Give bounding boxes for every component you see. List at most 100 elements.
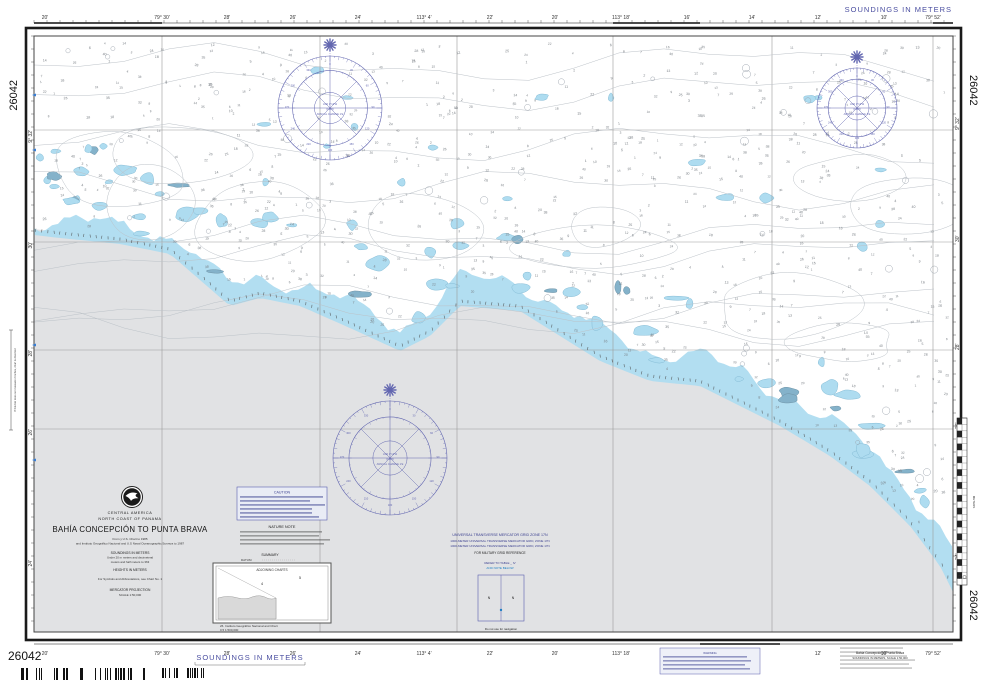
svg-text:18: 18: [617, 292, 621, 296]
svg-text:FOR MILITARY GRID REFERENCE: FOR MILITARY GRID REFERENCE: [474, 551, 525, 555]
svg-text:30: 30: [938, 370, 942, 374]
svg-text:35: 35: [551, 296, 555, 300]
svg-text:13: 13: [892, 489, 896, 493]
svg-text:28': 28': [955, 343, 961, 350]
svg-text:240: 240: [828, 121, 833, 125]
svg-text:10: 10: [758, 276, 762, 280]
svg-text:10: 10: [815, 423, 819, 427]
svg-text:11: 11: [535, 274, 539, 278]
svg-text:35: 35: [701, 45, 705, 49]
svg-text:32: 32: [573, 212, 577, 217]
svg-text:5: 5: [382, 202, 384, 206]
svg-text:5: 5: [921, 342, 923, 346]
svg-text:15: 15: [431, 65, 435, 69]
svg-text:22: 22: [548, 42, 552, 46]
svg-text:35: 35: [694, 168, 698, 172]
svg-text:30': 30': [28, 242, 34, 249]
svg-text:300: 300: [291, 84, 296, 88]
svg-text:4: 4: [886, 308, 888, 312]
svg-text:12: 12: [740, 188, 744, 192]
svg-text:2: 2: [430, 141, 432, 145]
svg-text:18: 18: [733, 283, 737, 287]
svg-text:13: 13: [735, 297, 739, 301]
svg-text:11: 11: [792, 209, 796, 213]
svg-text:38: 38: [882, 142, 886, 146]
svg-text:22': 22': [487, 15, 494, 21]
svg-text:330: 330: [306, 68, 311, 72]
svg-text:30: 30: [348, 232, 352, 236]
svg-text:14: 14: [330, 140, 334, 144]
svg-text:20: 20: [630, 298, 634, 302]
svg-text:If this bar does not measure 2: If this bar does not measure 2 inches, c…: [13, 348, 17, 412]
svg-text:32: 32: [320, 274, 324, 278]
svg-text:9: 9: [751, 384, 753, 388]
svg-text:13: 13: [645, 296, 649, 300]
svg-text:38: 38: [765, 144, 769, 148]
svg-text:35: 35: [482, 271, 486, 275]
svg-text:32: 32: [397, 256, 401, 260]
svg-text:38: 38: [280, 138, 284, 142]
svg-text:18: 18: [436, 102, 440, 107]
svg-text:26: 26: [417, 224, 421, 228]
svg-text:16: 16: [242, 90, 246, 94]
svg-text:25: 25: [778, 381, 782, 385]
svg-text:32: 32: [901, 451, 905, 455]
svg-text:40: 40: [889, 297, 893, 301]
svg-text:16: 16: [137, 128, 141, 132]
svg-text:12: 12: [526, 154, 530, 158]
svg-text:38: 38: [758, 161, 762, 166]
svg-text:40: 40: [845, 373, 849, 377]
svg-text:9: 9: [919, 260, 921, 264]
svg-text:10: 10: [160, 48, 164, 52]
svg-text:38: 38: [743, 150, 747, 154]
svg-text:8: 8: [732, 157, 734, 161]
svg-text:(1995): (1995): [853, 107, 861, 111]
svg-text:15: 15: [812, 261, 816, 265]
svg-text:35: 35: [273, 242, 277, 246]
svg-text:26: 26: [800, 257, 804, 262]
svg-text:3: 3: [654, 184, 656, 188]
svg-text:5: 5: [269, 118, 271, 122]
svg-text:11: 11: [288, 261, 292, 265]
svg-text:38: 38: [256, 129, 260, 133]
svg-text:14: 14: [940, 457, 944, 461]
svg-text:32: 32: [770, 271, 774, 275]
svg-text:15: 15: [60, 186, 64, 190]
svg-text:18: 18: [110, 115, 114, 119]
svg-text:14: 14: [727, 155, 731, 159]
svg-text:13: 13: [273, 120, 277, 124]
svg-text:20: 20: [713, 71, 717, 75]
svg-text:40: 40: [71, 154, 75, 158]
svg-text:40: 40: [514, 229, 518, 233]
svg-text:REFER TO TABLE _ IV: REFER TO TABLE _ IV: [484, 561, 515, 565]
svg-text:26042: 26042: [967, 590, 979, 621]
svg-text:13: 13: [893, 81, 897, 85]
svg-text:SOUNDINGS IN METERS: SOUNDINGS IN METERS: [845, 5, 952, 14]
svg-text:13: 13: [317, 208, 321, 212]
svg-text:9: 9: [729, 305, 731, 309]
svg-text:25: 25: [818, 316, 822, 320]
svg-text:32: 32: [654, 95, 658, 99]
svg-text:6: 6: [449, 109, 451, 113]
svg-text:28: 28: [194, 63, 198, 67]
svg-text:20: 20: [173, 239, 177, 243]
svg-text:26': 26': [28, 429, 34, 436]
svg-text:32: 32: [606, 125, 610, 129]
svg-text:4: 4: [917, 483, 919, 487]
svg-text:40: 40: [879, 237, 883, 241]
svg-text:79° 52': 79° 52': [925, 651, 941, 657]
svg-text:20: 20: [911, 497, 915, 501]
svg-text:11: 11: [346, 260, 350, 264]
svg-text:14: 14: [513, 93, 517, 97]
svg-text:25: 25: [208, 82, 212, 86]
svg-text:3: 3: [938, 193, 940, 197]
svg-text:2: 2: [506, 241, 508, 245]
svg-text:35: 35: [201, 56, 205, 60]
svg-text:18: 18: [841, 347, 845, 351]
svg-text:11: 11: [811, 256, 815, 260]
svg-text:11: 11: [290, 48, 294, 52]
svg-text:11: 11: [667, 223, 671, 227]
svg-text:13: 13: [304, 50, 308, 54]
svg-text:24: 24: [700, 61, 704, 65]
svg-text:38: 38: [788, 137, 793, 142]
